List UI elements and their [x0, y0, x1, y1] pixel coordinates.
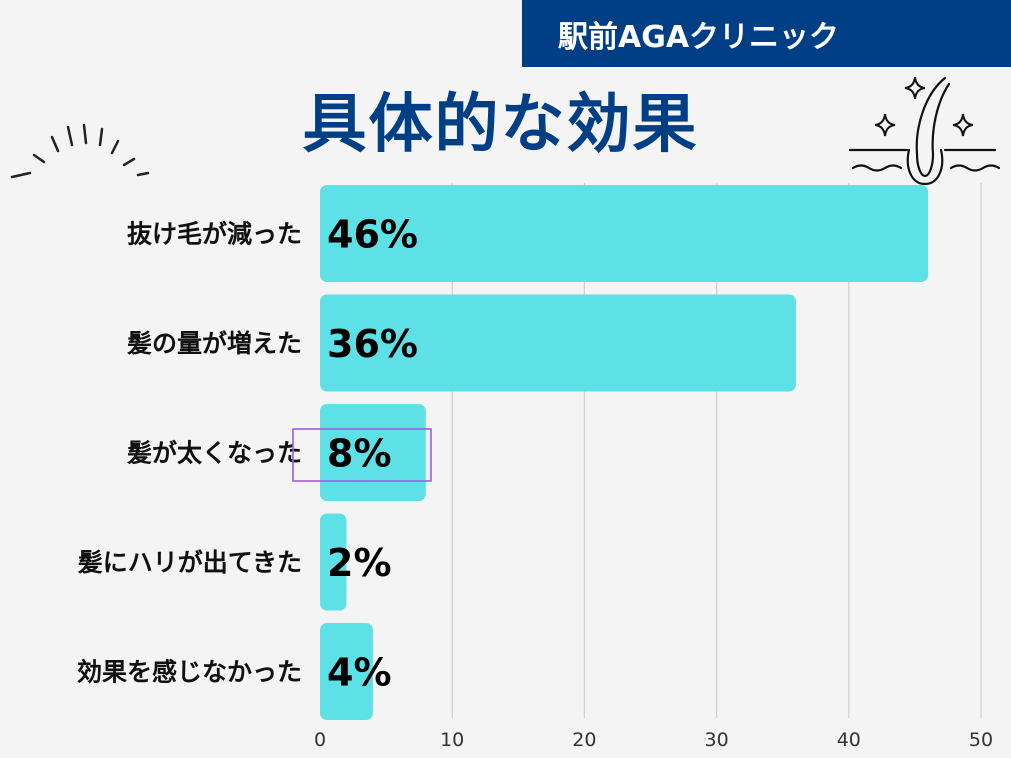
highlight-box: [292, 428, 432, 482]
bar: [320, 294, 796, 392]
x-tick-label: 30: [705, 729, 729, 751]
x-tick-label: 40: [837, 729, 861, 751]
category-label: 髪の量が増えた: [126, 329, 302, 358]
category-label: 効果を感じなかった: [77, 658, 302, 687]
x-tick-label: 10: [440, 729, 464, 751]
sparkle-icon: [874, 76, 974, 137]
burst-lines-icon: [10, 123, 150, 179]
bar: [320, 513, 347, 611]
value-label: 4%: [327, 651, 392, 695]
bar: [320, 623, 373, 720]
hair-follicle-icon: [848, 76, 1001, 186]
value-label: 8%: [327, 432, 392, 476]
value-label: 46%: [327, 213, 418, 257]
category-label: 髪が太くなった: [126, 439, 302, 468]
x-tick-label: 20: [572, 729, 596, 751]
value-label: 2%: [327, 541, 392, 585]
category-label: 抜け毛が減った: [127, 220, 302, 249]
brand-banner: 駅前AGAクリニック: [522, 0, 1011, 67]
x-tick-label: 0: [314, 729, 326, 751]
bar: [320, 185, 929, 282]
category-label: 髪にハリが出てきた: [77, 548, 302, 577]
brand-name: 駅前AGAクリニック: [558, 19, 840, 55]
x-tick-label: 50: [969, 729, 993, 751]
value-label: 36%: [327, 322, 418, 366]
chart-title: 具体的な効果: [302, 88, 699, 162]
